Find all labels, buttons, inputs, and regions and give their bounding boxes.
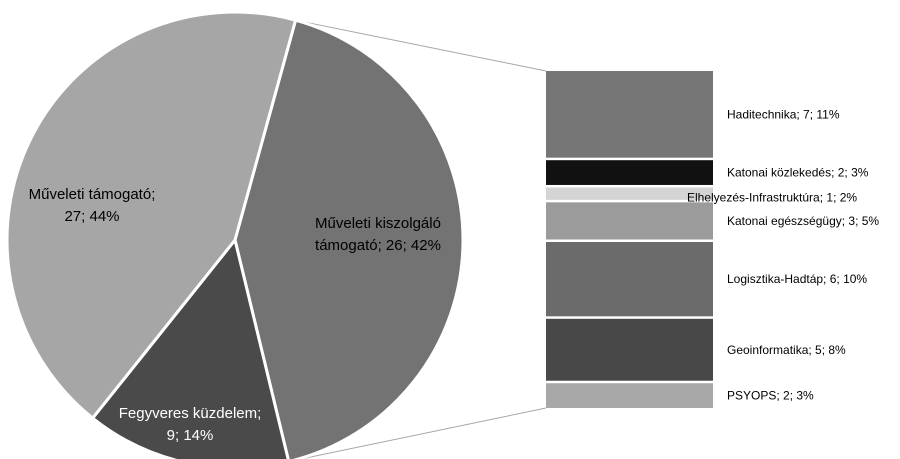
connector-lines xyxy=(295,19,547,459)
bar-segment-label: Haditechnika; 7; 11% xyxy=(727,107,840,121)
pie-slice-label: Fegyveres küzdelem; 9; 14% xyxy=(119,405,262,444)
pie-slice-fegyveres-kuzdelem xyxy=(91,238,290,459)
pie-slice-label: Műveleti támogató; 27; 44% xyxy=(29,186,156,225)
pie-slice-label: Műveleti kiszolgáló támogató; 26; 42% xyxy=(315,215,441,254)
bar-segment xyxy=(546,160,713,185)
bar-segment-label: Katonai egészségügy; 3; 5% xyxy=(727,214,879,228)
stacked-bar-chart: Haditechnika; 7; 11% Katonai közlekedés; … xyxy=(546,71,879,408)
bar-segment-label: Elhelyezés-Infrastruktúra; 1; 2% xyxy=(687,191,857,205)
bar-segment xyxy=(546,242,713,317)
bar-segment-label: Logisztika-Hadtáp; 6; 10% xyxy=(727,272,867,286)
bar-segment xyxy=(546,383,713,408)
connector-line-bottom xyxy=(298,407,547,459)
bar-segment xyxy=(546,318,713,381)
bar-segment xyxy=(546,187,713,200)
bar-segment-label: Geoinformatika; 5; 8% xyxy=(727,343,846,357)
bar-segment-label: Katonai közlekedés; 2; 3% xyxy=(727,166,869,180)
pie-slice-muveleti-kiszolgalo-tamogato xyxy=(233,18,465,459)
bar-segment xyxy=(546,202,713,240)
bar-segment xyxy=(546,71,713,158)
connector-line-top xyxy=(295,19,547,72)
bar-segment-label: PSYOPS; 2; 3% xyxy=(727,389,814,403)
pie-slice-muveleti-tamogato xyxy=(5,10,298,420)
pie-chart: Műveleti kiszolgáló támogató; 26; 42% Fegy… xyxy=(5,10,465,459)
